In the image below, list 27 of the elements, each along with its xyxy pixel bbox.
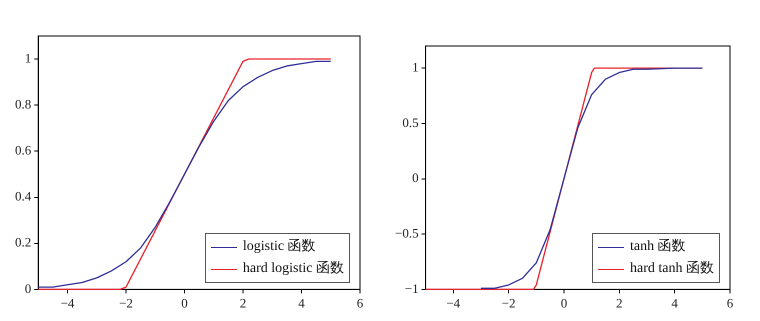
y-tick-label: 1 — [412, 60, 419, 75]
x-tick-label: −2 — [502, 296, 516, 311]
x-tick-label: −2 — [119, 296, 133, 311]
x-tick-label: −4 — [446, 296, 461, 311]
x-tick-label: 4 — [298, 296, 306, 311]
x-tick-label: 0 — [181, 296, 188, 311]
x-tick-label: 6 — [356, 296, 364, 311]
x-tick-label: −4 — [60, 296, 75, 311]
legend-label: hard logistic 函数 — [242, 260, 344, 278]
legend-label: logistic 函数 — [242, 238, 317, 256]
x-tick-label: 2 — [240, 296, 246, 311]
y-tick-label: −1 — [404, 280, 419, 296]
x-tick-label: 4 — [671, 296, 678, 311]
x-tick-label: 6 — [726, 296, 734, 311]
y-tick-label: −0.5 — [394, 226, 419, 241]
y-tick-label: 0.2 — [15, 234, 32, 250]
y-tick-label: 0.4 — [15, 188, 32, 204]
y-tick-label: 1 — [24, 50, 32, 66]
x-tick-label: 0 — [560, 296, 568, 311]
legend-label: tanh 函数 — [630, 238, 687, 256]
y-tick-label: 0 — [412, 170, 419, 186]
y-tick-label: 0 — [24, 280, 32, 296]
y-tick-label: 0.8 — [15, 96, 32, 112]
y-tick-label: 0.6 — [15, 142, 32, 158]
y-tick-label: 0.5 — [402, 114, 419, 130]
x-tick-label: 2 — [616, 296, 623, 311]
legend-label: hard tanh 函数 — [630, 260, 714, 278]
